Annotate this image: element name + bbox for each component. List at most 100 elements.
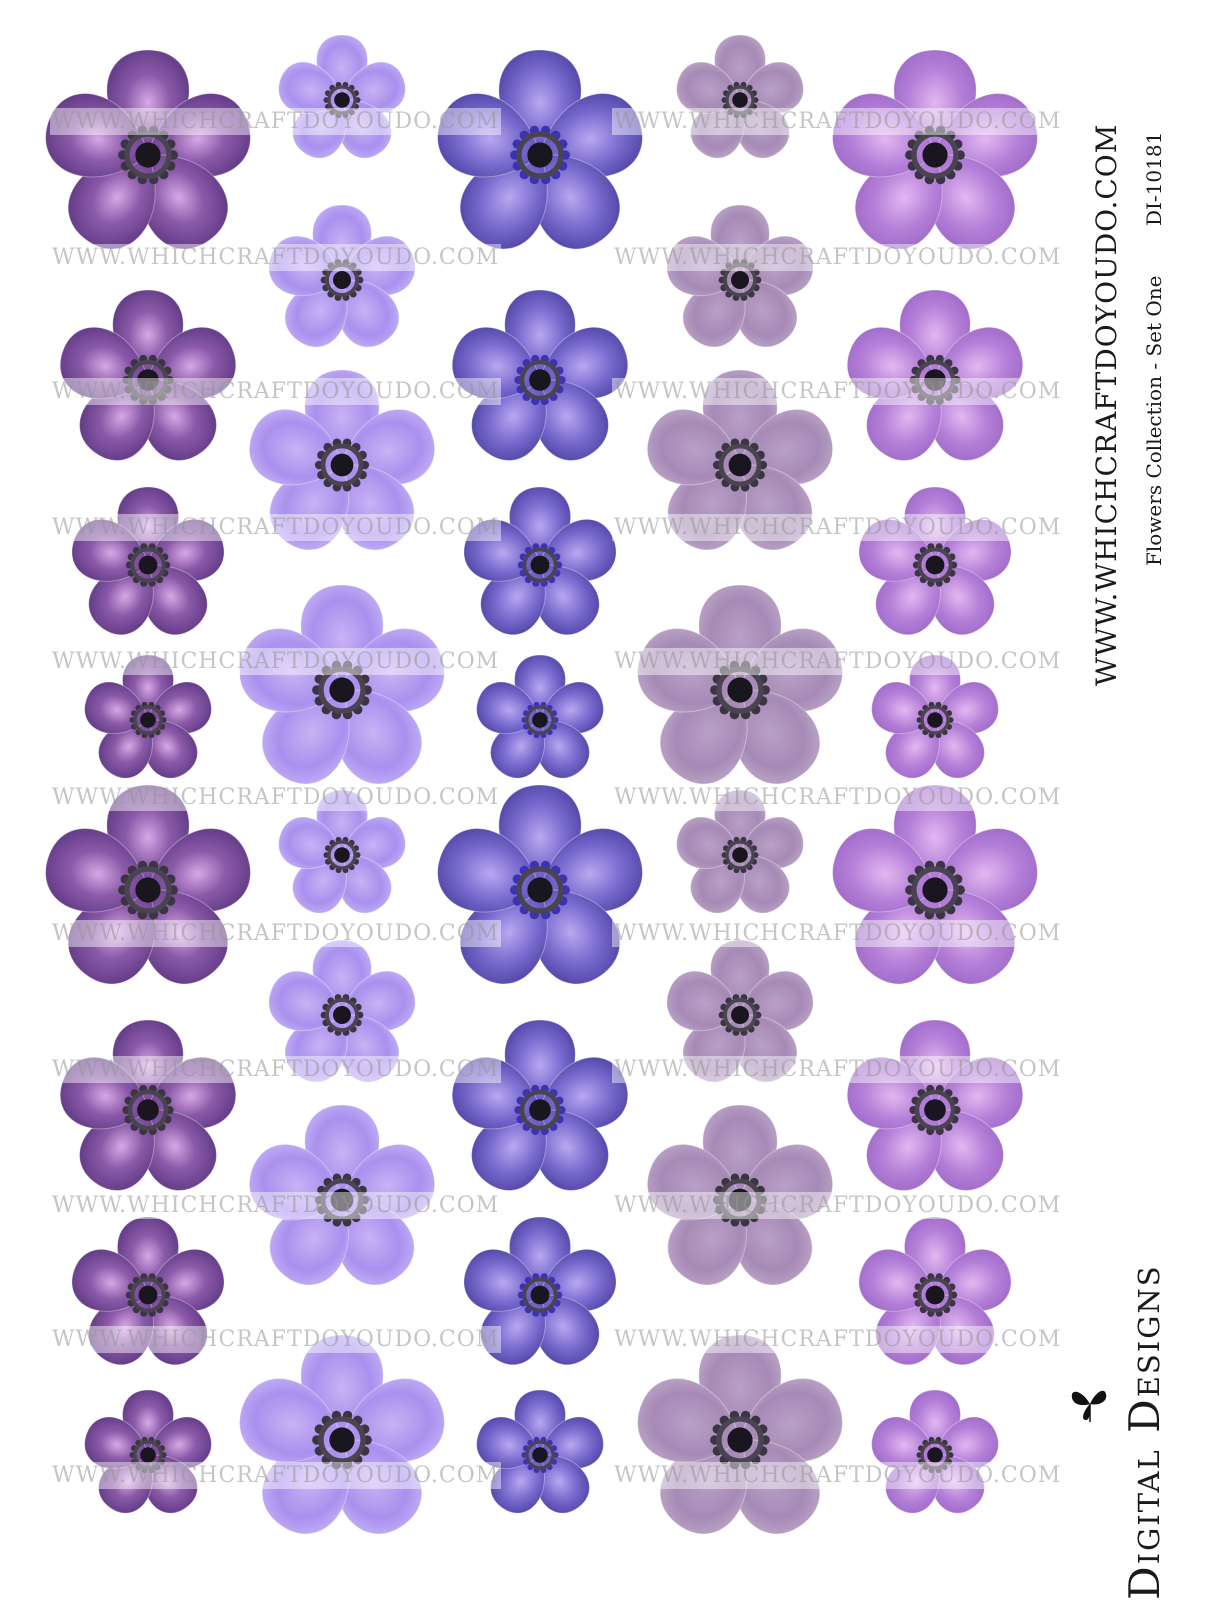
flower-center: [924, 369, 946, 391]
stamen-ring: [716, 666, 764, 714]
flower-center: [135, 877, 161, 903]
flower: [249, 1104, 435, 1286]
flower-center: [530, 555, 550, 575]
flower: [846, 1019, 1024, 1191]
flower-center: [329, 677, 355, 703]
flower-center: [728, 1188, 752, 1212]
side-website-url: WWW.WHICHCRAFTDOYOUDO.COM: [1090, 123, 1123, 686]
flower: [437, 49, 643, 250]
stamen-ring: [725, 85, 755, 115]
flower-center: [529, 369, 551, 391]
brand-name: Digital Designs: [1120, 1264, 1169, 1600]
flower: [71, 1216, 225, 1366]
flower-center: [138, 555, 158, 575]
flower-center: [334, 847, 350, 863]
stamen-ring: [130, 547, 166, 583]
flower-center: [727, 677, 753, 703]
stamen-ring: [723, 998, 757, 1032]
stamen-ring: [320, 443, 364, 487]
stamen-ring: [127, 1089, 169, 1131]
flower: [666, 939, 814, 1083]
stamen-ring: [911, 131, 959, 179]
stamen-ring: [516, 866, 564, 914]
flower: [637, 1334, 843, 1535]
flower: [463, 1216, 617, 1366]
flower-center: [333, 271, 351, 289]
product-code: DI-10181: [1142, 131, 1166, 226]
stamen-ring: [920, 1440, 950, 1470]
flower-center: [532, 1447, 548, 1463]
stamen-ring: [725, 840, 755, 870]
flower-center: [924, 1099, 946, 1121]
flower-center: [330, 1188, 354, 1212]
side-caption: WWW.WHICHCRAFTDOYOUDO.COM Flowers Collec…: [1090, 66, 1166, 686]
stamen-ring: [522, 547, 558, 583]
flower: [239, 1334, 445, 1535]
stamen-ring: [917, 1277, 953, 1313]
stamen-ring: [718, 1178, 762, 1222]
flower-center: [532, 712, 548, 728]
stamen-ring: [917, 547, 953, 583]
flower: [278, 34, 406, 159]
flower-center: [529, 1099, 551, 1121]
flower: [268, 204, 416, 348]
flower-center: [731, 271, 749, 289]
flower: [832, 784, 1038, 985]
stamen-ring: [325, 263, 359, 297]
stamen-ring: [133, 705, 163, 735]
flower: [647, 1104, 833, 1286]
stamen-ring: [525, 1440, 555, 1470]
flower: [832, 49, 1038, 250]
stamen-ring: [327, 85, 357, 115]
flower-center: [527, 142, 553, 168]
flower-center: [922, 877, 948, 903]
stamen-ring: [124, 131, 172, 179]
brand-block: Digital Designs: [1060, 1130, 1200, 1600]
stamen-ring: [522, 1277, 558, 1313]
flower-center: [927, 712, 943, 728]
flower-center: [922, 142, 948, 168]
stamen-ring: [133, 1440, 163, 1470]
stamen-ring: [718, 443, 762, 487]
flower-center: [527, 877, 553, 903]
flower: [451, 289, 629, 461]
stamen-ring: [127, 359, 169, 401]
flower: [666, 204, 814, 348]
flower-center: [925, 1285, 945, 1305]
stamen-ring: [519, 1089, 561, 1131]
flower-center: [732, 92, 748, 108]
flower: [463, 486, 617, 636]
flower: [476, 654, 604, 779]
flower: [278, 789, 406, 914]
flower: [437, 784, 643, 985]
stamen-ring: [920, 705, 950, 735]
flower-center: [137, 369, 159, 391]
flower: [676, 34, 804, 159]
stamen-ring: [318, 666, 366, 714]
flower-center: [334, 92, 350, 108]
stamen-ring: [914, 1089, 956, 1131]
flower-center: [330, 453, 354, 477]
stamen-ring: [124, 866, 172, 914]
flower-center: [140, 712, 156, 728]
flower-center: [140, 1447, 156, 1463]
flower: [268, 939, 416, 1083]
stamen-ring: [723, 263, 757, 297]
flower: [846, 289, 1024, 461]
flower-center: [925, 555, 945, 575]
flower: [451, 1019, 629, 1191]
flower: [858, 486, 1012, 636]
flower-center: [732, 847, 748, 863]
stamen-ring: [325, 998, 359, 1032]
flower: [871, 654, 999, 779]
stamen-ring: [911, 866, 959, 914]
stamen-ring: [130, 1277, 166, 1313]
flower: [59, 1019, 237, 1191]
flower: [637, 584, 843, 785]
flower-center: [138, 1285, 158, 1305]
flower: [45, 49, 251, 250]
flower: [239, 584, 445, 785]
flower: [476, 1389, 604, 1514]
